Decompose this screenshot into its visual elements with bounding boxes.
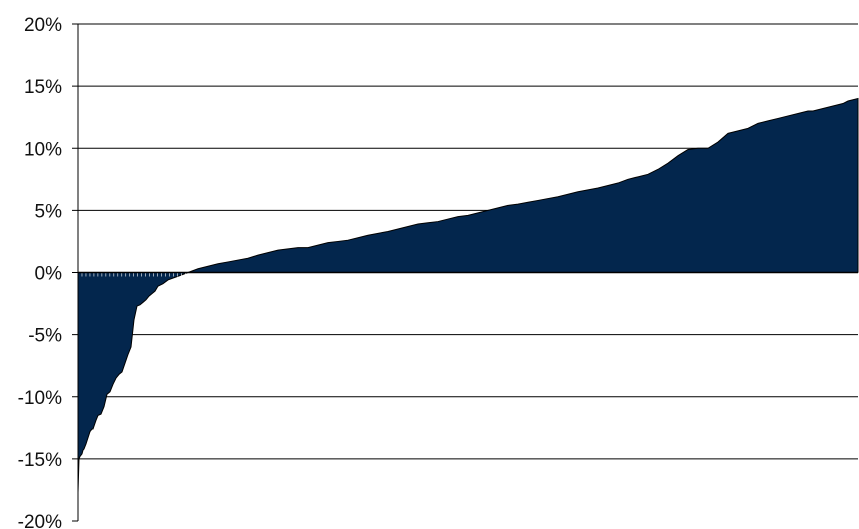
y-tick-label: -20% bbox=[18, 512, 62, 529]
y-tick-labels: 20% 15% 10% 5% 0% -5% -10% -15% -20% bbox=[18, 15, 62, 529]
axes bbox=[72, 23, 859, 522]
y-tick-label: -5% bbox=[28, 326, 62, 347]
y-tick-label: 20% bbox=[24, 15, 62, 36]
y-tick-label: 5% bbox=[35, 201, 63, 222]
area-series-fill bbox=[77, 97, 859, 493]
y-tick-label: 10% bbox=[24, 139, 62, 160]
y-tick-label: -15% bbox=[18, 450, 62, 471]
y-tick-label: 0% bbox=[35, 264, 63, 285]
y-tick-label: -10% bbox=[18, 388, 62, 409]
y-tick-label: 15% bbox=[24, 77, 62, 98]
area-series bbox=[77, 97, 859, 493]
